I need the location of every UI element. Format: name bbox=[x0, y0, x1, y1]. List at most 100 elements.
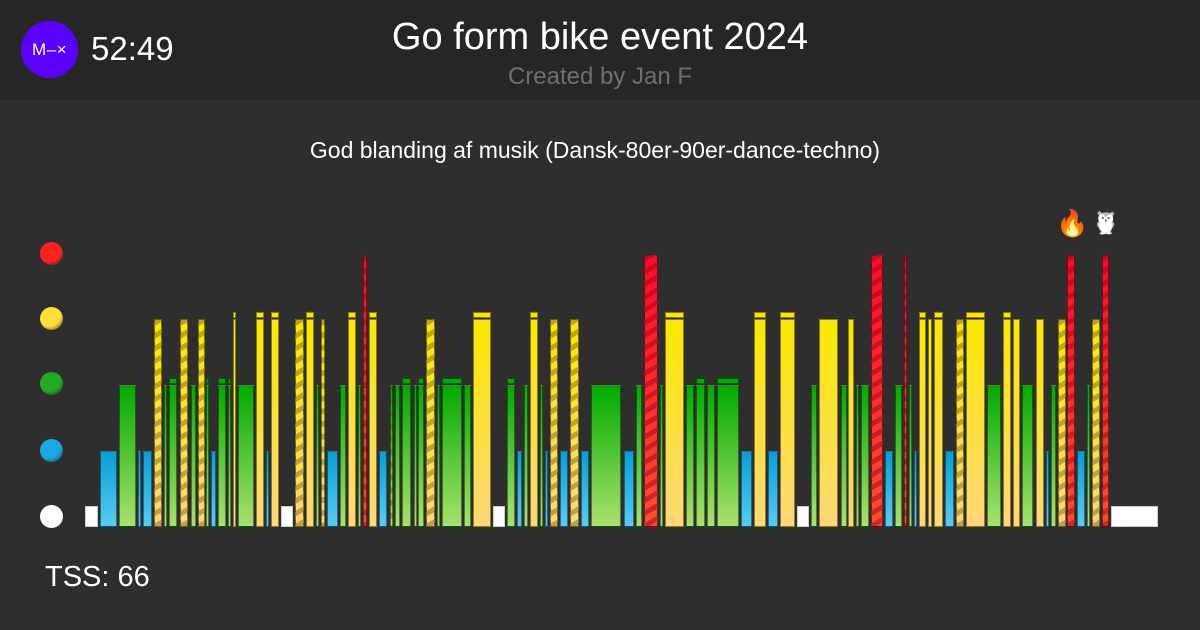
segment-bar-zone-3 bbox=[717, 385, 739, 527]
segment-bar-zone-2 bbox=[517, 451, 522, 527]
workout-duration: 52:49 bbox=[91, 30, 174, 67]
segment-bar-zone-3 bbox=[464, 385, 472, 527]
segment-bar-zone-2 bbox=[266, 451, 270, 527]
zone-5-dot bbox=[40, 242, 63, 265]
segment-bar-zone-3 bbox=[218, 385, 227, 527]
segment-bar-zone-3 bbox=[524, 385, 528, 527]
segment-bar-zone-1 bbox=[493, 506, 505, 527]
segment-bar-zone-2 bbox=[580, 451, 589, 527]
segment-bar-zone-4 bbox=[1012, 319, 1020, 527]
segment-bar-zone-3 bbox=[206, 385, 210, 527]
segment-cap bbox=[401, 378, 412, 384]
segment-cap bbox=[779, 312, 795, 318]
segment-bar-zone-5 bbox=[1102, 255, 1110, 527]
segment-bar-zone-5 bbox=[362, 255, 367, 527]
logo: M–× bbox=[21, 21, 78, 78]
segment-bar-zone-2 bbox=[945, 451, 954, 527]
segment-bar-zone-2 bbox=[137, 451, 141, 527]
segment-bar-zone-4 bbox=[1057, 319, 1066, 527]
segment-bar-zone-5 bbox=[904, 255, 908, 527]
segment-cap bbox=[168, 378, 178, 384]
segment-bar-zone-4 bbox=[179, 319, 189, 527]
segment-cap bbox=[473, 312, 492, 318]
segment-bar-zone-4 bbox=[153, 319, 162, 527]
segment-cap bbox=[206, 378, 210, 384]
segment-bar-zone-3 bbox=[636, 385, 643, 527]
segment-bar-zone-1 bbox=[85, 506, 98, 527]
segment-bar-zone-3 bbox=[707, 385, 716, 527]
creator-label: Created by Jan F bbox=[507, 63, 693, 90]
segment-bar-zone-4 bbox=[320, 319, 325, 527]
segment-bar-zone-3 bbox=[507, 385, 515, 527]
segment-bar-zone-4 bbox=[473, 319, 492, 527]
segment-bar-zone-2 bbox=[326, 451, 338, 527]
segment-cap bbox=[717, 378, 739, 384]
segment-bar-zone-5 bbox=[871, 255, 884, 527]
segment-bar-zone-4 bbox=[753, 319, 766, 527]
segment-bar-zone-3 bbox=[1050, 385, 1056, 527]
segment-bar-zone-3 bbox=[660, 385, 664, 527]
segment-cap bbox=[418, 378, 425, 384]
segment-cap bbox=[696, 378, 706, 384]
segment-bar-zone-4 bbox=[965, 319, 985, 527]
segment-bar-zone-4 bbox=[197, 319, 205, 527]
segment-bar-zone-3 bbox=[394, 385, 400, 527]
zone-2-dot bbox=[40, 439, 63, 462]
segment-bar-zone-3 bbox=[357, 385, 361, 527]
segment-bar-zone-2 bbox=[559, 451, 568, 527]
segment-bar-zone-3 bbox=[389, 385, 393, 527]
segment-bar-zone-2 bbox=[378, 451, 388, 527]
segment-cap bbox=[1002, 312, 1011, 318]
segment-bar-zone-3 bbox=[686, 385, 695, 527]
segment-bar-zone-3 bbox=[437, 385, 441, 527]
segment-bar-zone-4 bbox=[306, 319, 314, 527]
segment-bar-zone-4 bbox=[569, 319, 579, 527]
segment-bar-zone-4 bbox=[665, 319, 685, 527]
segment-cap bbox=[442, 378, 463, 384]
segment-bar-zone-3 bbox=[442, 385, 463, 527]
segment-bar-zone-3 bbox=[1021, 385, 1034, 527]
segment-bar-zone-2 bbox=[885, 451, 894, 527]
segment-bar-zone-3 bbox=[401, 385, 412, 527]
segment-bar-zone-3 bbox=[413, 385, 417, 527]
page-title: Go form bike event 2024 bbox=[391, 16, 809, 58]
segment-cap bbox=[306, 312, 314, 318]
segment-bar-zone-1 bbox=[281, 506, 293, 527]
segment-bar-zone-2 bbox=[740, 451, 752, 527]
segment-bar-zone-4 bbox=[347, 319, 356, 527]
segment-bar-zone-4 bbox=[529, 319, 538, 527]
segment-bar-zone-3 bbox=[238, 385, 255, 527]
segment-bar-zone-3 bbox=[590, 385, 622, 527]
segment-cap bbox=[507, 378, 515, 384]
segment-bar-zone-4 bbox=[818, 319, 839, 527]
segment-bar-zone-4 bbox=[426, 319, 436, 527]
owl-icon: 🦉 bbox=[1092, 210, 1120, 235]
segment-bar-zone-1 bbox=[796, 506, 809, 527]
segment-bar-zone-3 bbox=[986, 385, 1001, 527]
segment-bar-zone-2 bbox=[544, 451, 548, 527]
fire-icon: 🔥 bbox=[1056, 208, 1089, 238]
segment-bar-zone-4 bbox=[848, 319, 855, 527]
segment-bar-zone-4 bbox=[928, 319, 933, 527]
segment-bar-zone-2 bbox=[99, 451, 117, 527]
tss-value: TSS: 66 bbox=[45, 561, 150, 593]
segment-bar-zone-3 bbox=[696, 385, 706, 527]
segment-cap bbox=[665, 312, 685, 318]
segment-cap bbox=[233, 312, 237, 318]
segment-bar-zone-4 bbox=[779, 319, 795, 527]
segment-bar-zone-3 bbox=[909, 385, 913, 527]
segment-bar-zone-2 bbox=[1045, 451, 1049, 527]
segment-bar-zone-4 bbox=[271, 319, 280, 527]
segment-bar-zone-2 bbox=[142, 451, 152, 527]
segment-bar-zone-3 bbox=[840, 385, 847, 527]
segment-bar-zone-4 bbox=[955, 319, 964, 527]
segment-bar-zone-4 bbox=[549, 319, 558, 527]
zone-1-dot bbox=[40, 505, 63, 528]
segment-bar-zone-3 bbox=[228, 385, 232, 527]
segment-bar-zone-3 bbox=[168, 385, 178, 527]
segment-bar-zone-4 bbox=[1002, 319, 1011, 527]
segment-bar-zone-3 bbox=[1087, 385, 1091, 527]
segment-cap bbox=[271, 312, 280, 318]
segment-bar-zone-4 bbox=[295, 319, 304, 527]
